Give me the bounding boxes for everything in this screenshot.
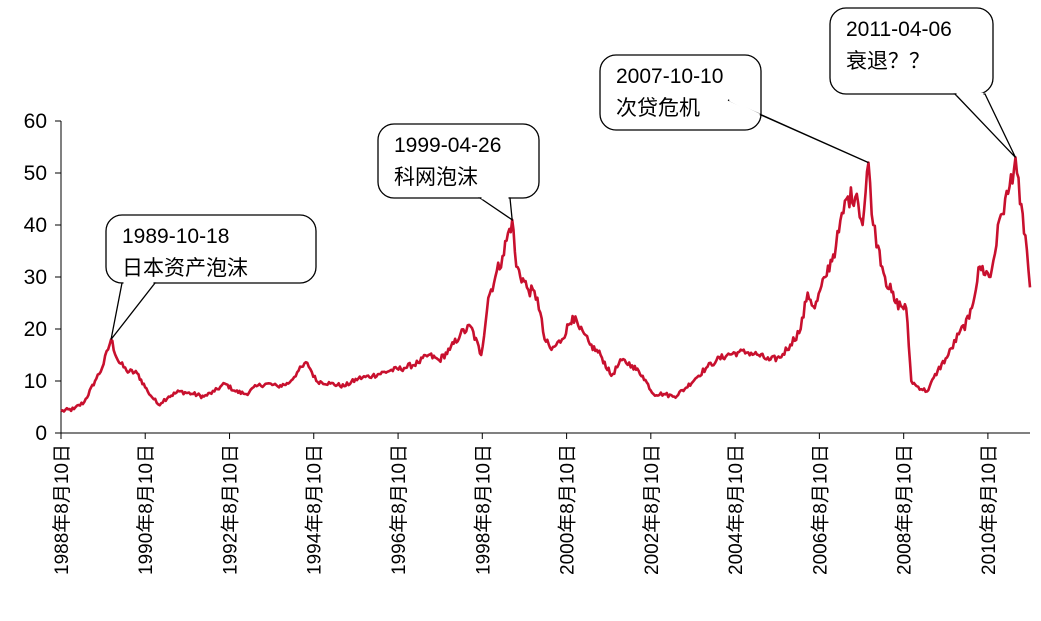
y-tick-label: 0 [35, 422, 47, 445]
x-tick-label: 1994年8月10日 [304, 444, 326, 575]
x-tick-label: 1996年8月10日 [388, 444, 410, 575]
callout-date: 2007-10-10 [616, 65, 723, 88]
series-line-group [60, 156, 1032, 413]
y-tick-label: 60 [24, 110, 47, 133]
callout-pointer [110, 282, 157, 340]
y-tick-label: 10 [24, 370, 47, 393]
callout-date: 1999-04-26 [394, 134, 501, 157]
callout-label: 科网泡沫 [394, 166, 478, 189]
callout-pointer [953, 93, 1017, 158]
y-tick-label: 50 [24, 162, 47, 185]
x-tick-label: 2008年8月10日 [894, 444, 916, 575]
callout-box [105, 214, 317, 284]
x-tick-label: 1990年8月10日 [135, 444, 157, 575]
axes: 0 10 20 30 40 50 60 1988年8月10日 1990年8月10日 1992年8月… [24, 110, 1030, 575]
callouts: 1989-10-18 日本资产泡沫 1999-04-26 科网泡沫 2007-10-10… [105, 7, 1017, 340]
x-tick-label: 2004年8月10日 [725, 444, 747, 575]
x-tick-label: 1988年8月10日 [51, 444, 73, 575]
callout-box [829, 7, 994, 95]
x-tick-label: 2002年8月10日 [641, 444, 663, 575]
y-tick-label: 40 [24, 214, 47, 237]
callout: 2007-10-10 次贷危机 [599, 54, 869, 164]
y-tick-label: 30 [24, 266, 47, 289]
x-tick-label: 1998年8月10日 [472, 444, 494, 575]
series-line [60, 156, 1032, 413]
x-tick-label: 2006年8月10日 [809, 444, 831, 575]
callout-joint [728, 98, 761, 117]
callout: 1989-10-18 日本资产泡沫 [105, 214, 317, 340]
callout: 2011-04-06 衰退？？ [829, 7, 1017, 158]
callout: 1999-04-26 科网泡沫 [377, 123, 540, 222]
callout-pointer [477, 197, 513, 222]
callout-date: 1989-10-18 [122, 225, 229, 248]
x-tick-label: 1992年8月10日 [220, 444, 242, 575]
x-tick-label: 2000年8月10日 [557, 444, 579, 575]
callout-label: 日本资产泡沫 [122, 257, 248, 280]
callout-label: 衰退？？ [846, 50, 930, 73]
callout-date: 2011-04-06 [846, 18, 952, 41]
y-tick-label: 20 [24, 318, 47, 341]
callout-box [599, 54, 762, 131]
callout-label: 次贷危机 [616, 97, 700, 120]
x-tick-label: 2010年8月10日 [978, 444, 1000, 575]
callout-box [377, 123, 540, 199]
